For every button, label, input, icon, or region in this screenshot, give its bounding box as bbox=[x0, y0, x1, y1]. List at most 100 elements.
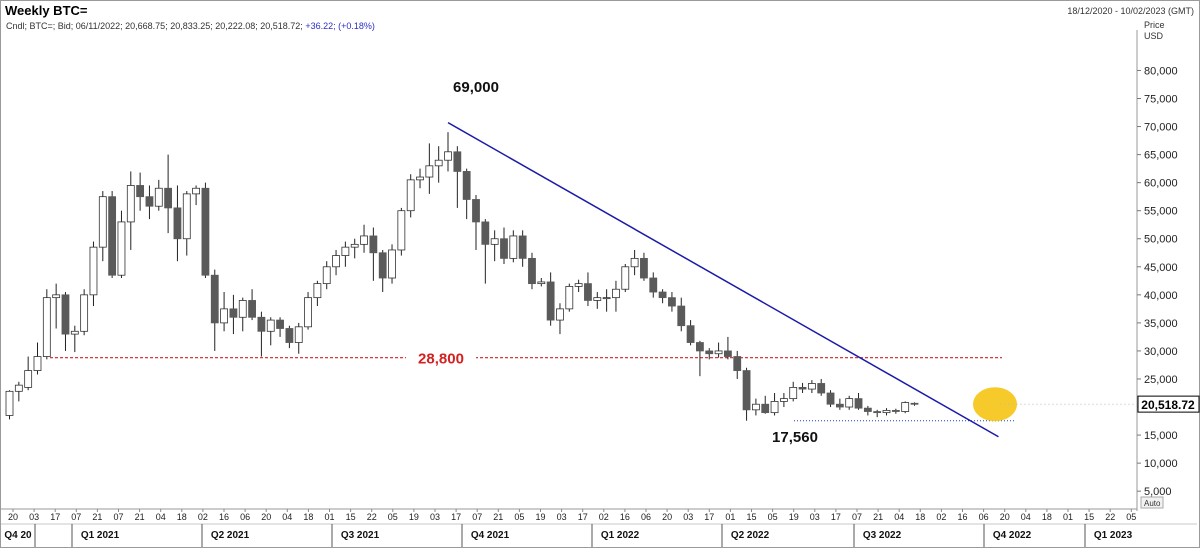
candle-up bbox=[332, 255, 340, 268]
candle-down bbox=[546, 281, 555, 321]
candle-down bbox=[285, 328, 294, 343]
candle-down bbox=[910, 402, 919, 405]
x-week-label: 19 bbox=[409, 512, 419, 522]
candle-up bbox=[779, 398, 788, 402]
x-week-label: 17 bbox=[578, 512, 588, 522]
x-quarter-label: Q4 2022 bbox=[993, 530, 1032, 541]
x-week-label: 03 bbox=[810, 512, 820, 522]
candle-down bbox=[668, 297, 676, 307]
candle-up bbox=[117, 221, 126, 276]
y-tick-label: 50,000 bbox=[1144, 234, 1178, 246]
candle-down bbox=[173, 207, 182, 240]
y-tick-label: 40,000 bbox=[1144, 290, 1178, 302]
candle-up bbox=[845, 398, 854, 408]
candle-down bbox=[696, 342, 704, 352]
candle-up bbox=[182, 193, 191, 240]
candle-up bbox=[406, 179, 415, 212]
candle-down bbox=[640, 257, 648, 279]
x-week-label: 17 bbox=[451, 512, 461, 522]
candle-down bbox=[472, 199, 480, 223]
candle-down bbox=[891, 409, 900, 412]
x-week-label: 19 bbox=[535, 512, 545, 522]
candle-down bbox=[201, 187, 210, 276]
candle-up bbox=[52, 294, 61, 299]
candle-up bbox=[770, 401, 779, 414]
candle-up bbox=[341, 246, 350, 256]
x-week-label: 15 bbox=[1084, 512, 1094, 522]
x-week-label: 21 bbox=[92, 512, 102, 522]
y-tick-label: 10,000 bbox=[1144, 458, 1178, 470]
x-week-label: 17 bbox=[50, 512, 60, 522]
candle-up bbox=[901, 402, 910, 412]
candle-down bbox=[584, 283, 592, 301]
candle-up bbox=[490, 238, 499, 245]
candle-up bbox=[388, 249, 396, 279]
x-week-label: 05 bbox=[768, 512, 778, 522]
ohlc-change: +36.22; (+0.18%) bbox=[305, 21, 375, 31]
x-week-label: 04 bbox=[156, 512, 166, 522]
x-quarter-label: Q4 20 bbox=[4, 530, 32, 541]
candle-up bbox=[416, 176, 424, 181]
candle-up bbox=[602, 297, 611, 300]
x-week-label: 21 bbox=[873, 512, 883, 522]
x-week-label: 20 bbox=[261, 512, 271, 522]
annotation-support-bg bbox=[406, 348, 476, 367]
x-week-label: 01 bbox=[725, 512, 735, 522]
last-price-box bbox=[1137, 395, 1200, 413]
y-tick-label: 15,000 bbox=[1144, 430, 1178, 442]
candle-down bbox=[826, 392, 835, 405]
candle-up bbox=[444, 151, 452, 161]
x-quarter-label: Q2 2021 bbox=[211, 530, 250, 541]
ohlc-readout: Cndl; BTC=; Bid; 06/11/2022; 20,668.75; … bbox=[6, 21, 375, 31]
candle-up bbox=[807, 383, 816, 390]
candle-up bbox=[752, 403, 760, 411]
candle-up bbox=[360, 235, 368, 245]
candle-down bbox=[369, 235, 378, 254]
candle-up bbox=[593, 297, 602, 301]
x-week-label: 16 bbox=[620, 512, 630, 522]
candle-up bbox=[192, 187, 201, 195]
x-week-label: 16 bbox=[957, 512, 967, 522]
candle-up bbox=[5, 390, 14, 416]
chart-title: Weekly BTC= bbox=[5, 3, 88, 18]
x-week-label: 02 bbox=[599, 512, 609, 522]
x-quarter-label: Q1 2022 bbox=[601, 530, 640, 541]
candle-down bbox=[854, 398, 863, 409]
candle-down bbox=[518, 235, 527, 259]
candle-up bbox=[154, 187, 163, 207]
candle-down bbox=[649, 277, 658, 293]
x-week-label: 06 bbox=[641, 512, 651, 522]
x-quarter-label: Q3 2022 bbox=[863, 530, 902, 541]
candle-down bbox=[835, 403, 844, 408]
x-week-label: 21 bbox=[135, 512, 145, 522]
x-week-label: 07 bbox=[71, 512, 81, 522]
x-week-label: 17 bbox=[704, 512, 714, 522]
candle-down bbox=[724, 350, 732, 357]
candle-up bbox=[789, 386, 798, 400]
candle-up bbox=[509, 235, 518, 259]
y-tick-label: 75,000 bbox=[1144, 94, 1178, 106]
candle-up bbox=[266, 319, 275, 332]
candle-up bbox=[14, 384, 23, 392]
candle-up bbox=[556, 308, 564, 321]
x-week-label: 05 bbox=[388, 512, 398, 522]
candle-up bbox=[882, 409, 891, 414]
candle-down bbox=[817, 383, 826, 394]
candle-up bbox=[126, 185, 135, 223]
x-week-label: 04 bbox=[1021, 512, 1031, 522]
x-week-label: 04 bbox=[282, 512, 292, 522]
candle-up bbox=[612, 288, 620, 299]
x-week-label: 18 bbox=[1042, 512, 1052, 522]
x-week-label: 03 bbox=[430, 512, 440, 522]
candle-up bbox=[313, 283, 322, 299]
candle-down bbox=[164, 187, 173, 209]
candle-up bbox=[425, 165, 434, 178]
x-week-label: 07 bbox=[472, 512, 482, 522]
y-tick-label: 65,000 bbox=[1144, 150, 1178, 162]
candle-down bbox=[733, 356, 742, 371]
x-week-label: 22 bbox=[1105, 512, 1115, 522]
x-week-label: 15 bbox=[346, 512, 356, 522]
x-week-label: 02 bbox=[936, 512, 946, 522]
last-price-label: 20,518.72 bbox=[1141, 398, 1195, 412]
